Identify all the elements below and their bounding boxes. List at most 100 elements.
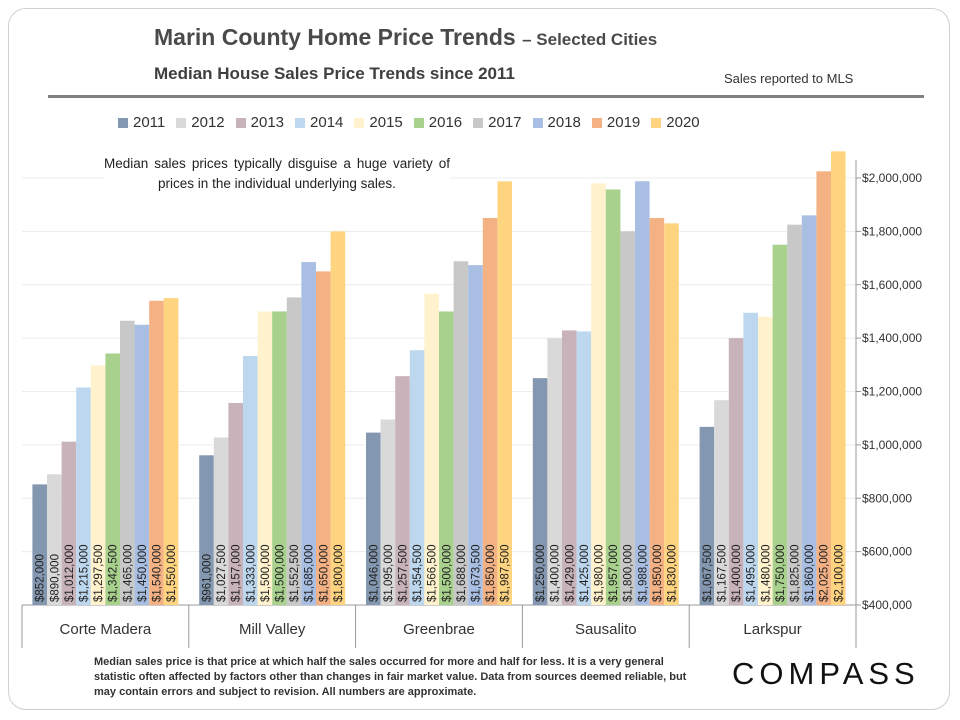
bar	[758, 316, 773, 605]
bar	[90, 365, 106, 605]
bar-value-label: $1,480,000	[760, 544, 772, 602]
bar-value-label: $1,400,000	[550, 544, 562, 602]
y-tick-label: $2,000,000	[862, 171, 922, 185]
chart-subtitle: Median House Sales Price Trends since 20…	[154, 64, 515, 83]
bar-value-label: $961,000	[202, 554, 214, 602]
bar	[199, 455, 214, 605]
legend-label: 2015	[369, 114, 403, 131]
bar	[801, 215, 817, 606]
bar	[316, 271, 331, 605]
bar	[409, 350, 425, 605]
category-label: Larkspur	[743, 621, 801, 638]
bar	[497, 181, 512, 605]
bar-value-label: $1,673,500	[471, 544, 483, 602]
y-tick-label: $1,200,000	[862, 385, 922, 399]
bar-value-label: $1,500,000	[441, 544, 453, 602]
chart-legend: 2011 2012 2013 2014 2015 2016 2017 2018 2019 2020	[118, 114, 711, 131]
legend-swatch	[235, 117, 246, 128]
bar	[149, 300, 164, 605]
bar-value-label: $1,012,000	[64, 544, 76, 602]
bar-value-label: $852,000	[35, 554, 47, 602]
legend-label: 2014	[310, 114, 344, 131]
bar	[257, 311, 273, 605]
bar	[243, 356, 258, 605]
bar	[699, 426, 715, 605]
y-tick-label: $1,600,000	[862, 278, 922, 292]
compass-logo: COMPASS	[732, 656, 920, 691]
y-tick-label: $1,400,000	[862, 331, 922, 345]
category-label: Sausalito	[575, 621, 637, 638]
bar-value-label: $1,157,000	[231, 544, 243, 602]
legend-item-2016: 2016	[413, 114, 463, 131]
bar	[664, 223, 679, 605]
bar	[547, 338, 562, 605]
bar-value-label: $1,860,000	[804, 544, 816, 602]
bar	[591, 183, 606, 605]
bar	[228, 402, 243, 605]
bar	[620, 231, 635, 605]
legend-item-2018: 2018	[532, 114, 581, 131]
bar-value-label: $1,987,500	[500, 544, 512, 602]
bar	[728, 338, 744, 605]
bar	[714, 400, 729, 605]
legend-item-2011: 2011	[118, 114, 165, 131]
bar-value-label: $1,550,000	[166, 544, 178, 602]
legend-swatch	[473, 117, 484, 128]
bar	[47, 474, 62, 605]
legend-label: 2011	[133, 114, 166, 131]
bar-value-label: $1,850,000	[652, 544, 664, 602]
bar-value-label: $890,000	[49, 554, 61, 602]
legend-swatch	[354, 117, 365, 128]
title-suffix: – Selected Cities	[522, 30, 658, 49]
bar	[816, 171, 831, 605]
bar-value-label: $1,354,500	[412, 544, 424, 602]
chart-annotation: Median sales prices typically disguise a…	[104, 154, 450, 194]
bar	[576, 331, 592, 605]
bar	[649, 218, 665, 605]
bar	[32, 484, 47, 605]
legend-label: 2019	[606, 114, 641, 131]
legend-item-2019: 2019	[591, 114, 641, 131]
bar-value-label: $1,215,000	[79, 544, 91, 602]
y-tick-label: $800,000	[862, 491, 912, 505]
bar-value-label: $1,342,500	[108, 544, 120, 602]
bar-value-label: $1,027,500	[216, 544, 228, 602]
legend-swatch	[176, 117, 187, 128]
legend-swatch	[413, 117, 424, 128]
bar-value-label: $1,850,000	[485, 544, 497, 602]
legend-swatch	[532, 117, 543, 128]
bar-value-label: $1,400,000	[731, 544, 743, 602]
legend-label: 2020	[666, 114, 700, 131]
bar	[831, 151, 846, 605]
bar	[772, 244, 788, 605]
bar-value-label: $1,552,500	[289, 544, 301, 602]
legend-label: 2017	[488, 114, 522, 131]
page-title: Marin County Home Price Trends – Selecte…	[154, 24, 657, 51]
bar-value-label: $1,500,000	[260, 544, 272, 602]
bar	[380, 419, 396, 605]
bar	[105, 353, 120, 605]
legend-label: 2016	[428, 114, 463, 131]
bar-value-label: $1,429,000	[564, 544, 576, 602]
legend-item-2017: 2017	[473, 114, 522, 131]
legend-label: 2013	[250, 114, 285, 131]
bar-value-label: $1,566,500	[427, 544, 439, 602]
legend-swatch	[651, 117, 662, 128]
bar-value-label: $1,685,000	[304, 544, 316, 602]
y-tick-label: $1,800,000	[862, 224, 922, 238]
y-tick-label: $400,000	[862, 598, 912, 612]
bar-value-label: $1,540,000	[152, 544, 164, 602]
bar-value-label: $1,800,000	[623, 544, 635, 602]
legend-item-2012: 2012	[176, 114, 225, 131]
bar	[482, 218, 498, 605]
legend-label: 2018	[547, 114, 581, 131]
bar	[272, 311, 287, 605]
legend-item-2014: 2014	[295, 114, 343, 131]
legend-swatch	[118, 117, 128, 128]
bar	[787, 224, 802, 605]
bar	[424, 293, 439, 605]
bar-value-label: $1,095,000	[383, 544, 395, 602]
bar-value-label: $1,500,000	[275, 544, 287, 602]
bar-value-label: $2,100,000	[833, 544, 845, 602]
